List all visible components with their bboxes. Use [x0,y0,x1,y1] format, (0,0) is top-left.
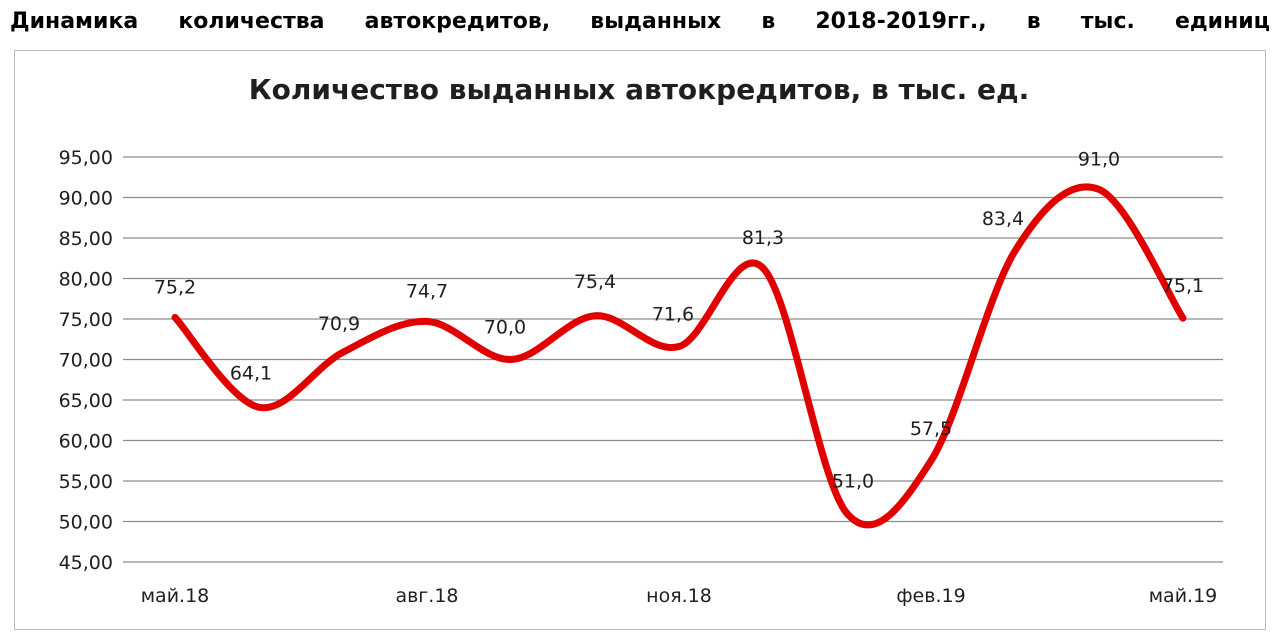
y-tick-label: 50,00 [59,512,113,534]
x-axis-ticks: май.18 авг.18 ноя.18 фев.19 май.19 [141,585,1218,607]
data-label: 57,5 [910,418,952,440]
data-label: 71,6 [652,304,694,326]
y-tick-label: 95,00 [59,147,113,169]
x-tick-label: авг.18 [395,585,458,607]
y-tick-label: 60,00 [59,431,113,453]
data-label: 74,7 [406,280,448,302]
page-heading: Динамика количества автокредитов, выданн… [10,9,1270,34]
data-label: 75,2 [154,276,196,298]
data-label: 81,3 [742,227,784,249]
data-label: 64,1 [230,362,272,384]
data-label: 75,1 [1162,275,1204,297]
chart-title: Количество выданных автокредитов, в тыс.… [249,73,1030,106]
y-tick-label: 55,00 [59,471,113,493]
data-label: 70,9 [318,313,360,335]
x-tick-label: фев.19 [896,585,965,607]
data-label: 70,0 [484,317,526,339]
y-tick-label: 65,00 [59,390,113,412]
data-label: 51,0 [832,470,874,492]
y-axis-ticks: 45,00 50,00 55,00 60,00 65,00 70,00 75,00 80,00… [59,147,113,574]
data-label: 83,4 [982,208,1024,230]
series-layer [171,183,1187,529]
x-tick-label: ноя.18 [646,585,712,607]
line-chart: Количество выданных автокредитов, в тыс.… [59,73,1223,607]
y-tick-label: 75,00 [59,309,113,331]
data-label: 75,4 [574,271,616,293]
y-tick-label: 80,00 [59,269,113,291]
y-tick-label: 70,00 [59,350,113,372]
x-tick-label: май.19 [1149,585,1218,607]
y-tick-label: 45,00 [59,552,113,574]
chart-frame: Количество выданных автокредитов, в тыс.… [14,50,1266,630]
x-tick-label: май.18 [141,585,210,607]
y-tick-label: 85,00 [59,228,113,250]
y-tick-label: 90,00 [59,188,113,210]
data-label: 91,0 [1078,148,1120,170]
gridlines [123,156,1223,563]
data-labels: 75,2 64,1 70,9 74,7 70,0 75,4 71,6 81,3 51,0 57,5… [154,148,1204,492]
